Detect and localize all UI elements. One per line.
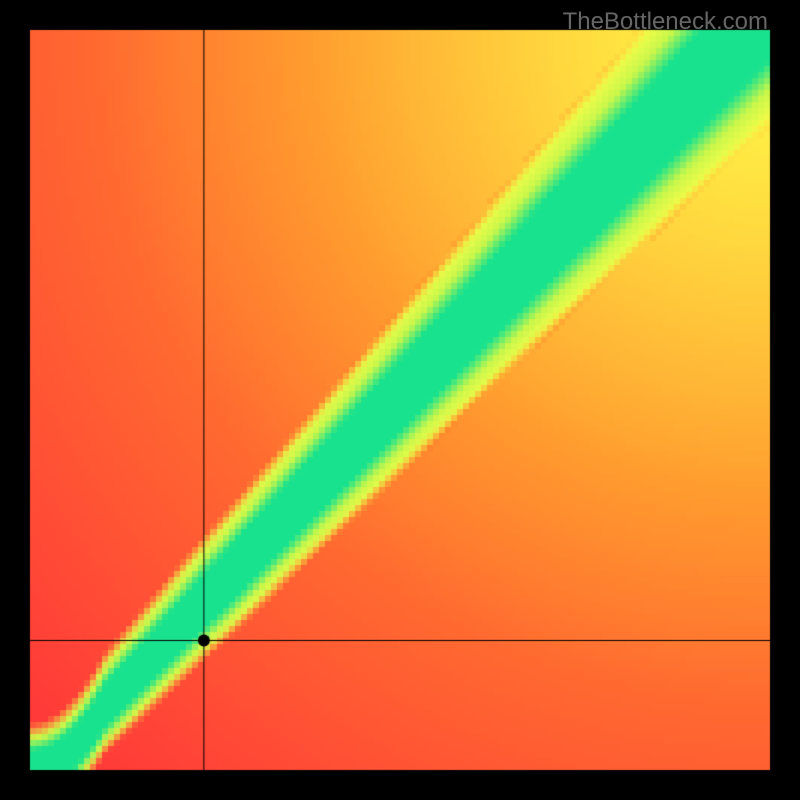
watermark-text: TheBottleneck.com (563, 8, 768, 36)
bottleneck-heatmap-canvas (0, 0, 800, 800)
